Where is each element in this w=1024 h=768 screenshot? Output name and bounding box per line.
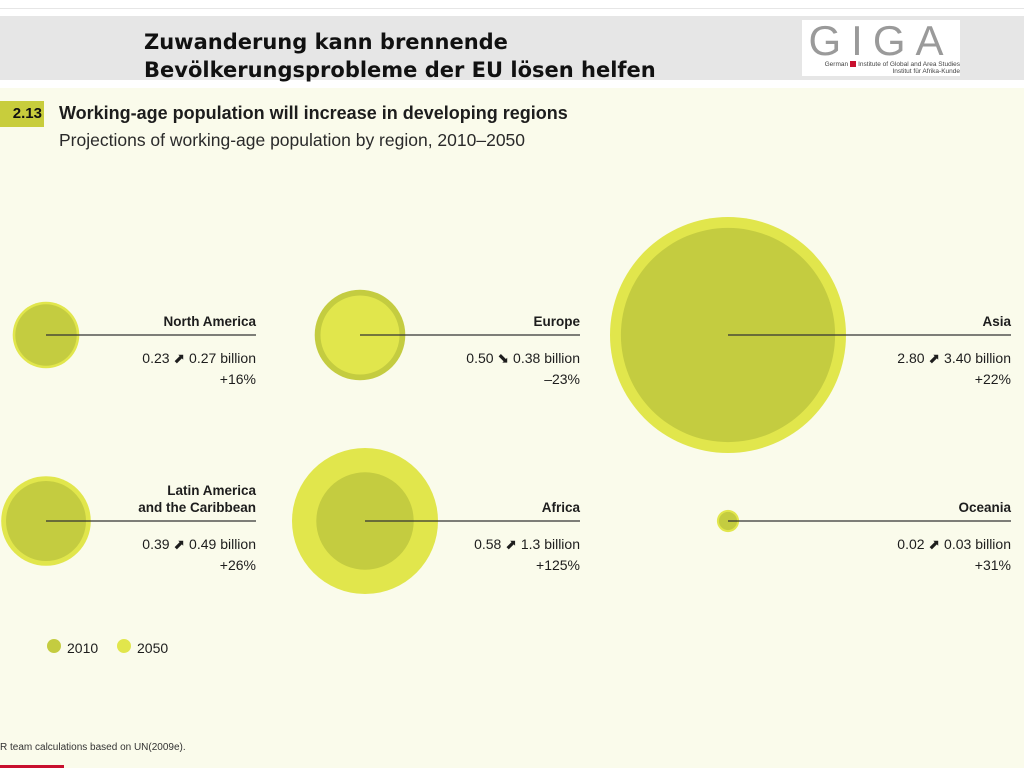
figure-panel: 2.13 Working-age population will increas… <box>0 88 1024 768</box>
logo-line-2: Institut für Afrika-Kunde <box>892 68 960 75</box>
slide-title: Zuwanderung kann brennende Bevölkerungsp… <box>144 28 656 84</box>
oceania-value-label: 0.02 ⬈ 0.03 billion <box>897 536 1011 552</box>
figure-number-badge: 2.13 <box>0 101 44 127</box>
region-north-america: North America 0.23 ⬈ 0.27 billion +16% <box>12 301 256 387</box>
region-oceania: Oceania 0.02 ⬈ 0.03 billion +31% <box>716 500 1011 573</box>
logo-line-1: German Institute of Global and Area Studi… <box>806 61 960 69</box>
oceania-label: Oceania <box>958 500 1011 515</box>
north-america-change-label: +16% <box>220 371 256 387</box>
north-america-value-label: 0.23 ⬈ 0.27 billion <box>142 350 256 366</box>
asia-label: Asia <box>982 314 1011 329</box>
asia-value-label: 2.80 ⬈ 3.40 billion <box>897 350 1011 366</box>
logo-wordmark: GIGA <box>808 17 954 64</box>
africa-label: Africa <box>542 500 581 515</box>
slide-title-line-2: Bevölkerungsprobleme der EU lösen helfen <box>144 58 656 82</box>
latin-america-and-the-caribbean-label: and the Caribbean <box>138 500 256 515</box>
region-asia: Asia 2.80 ⬈ 3.40 billion +22% <box>610 217 1011 453</box>
africa-change-label: +125% <box>536 557 580 573</box>
latin-america-and-the-caribbean-change-label: +26% <box>220 557 256 573</box>
europe-change-label: –23% <box>544 371 580 387</box>
latin-america-and-the-caribbean-value-label: 0.39 ⬈ 0.49 billion <box>142 536 256 552</box>
source-note: R team calculations based on UN(2009e). <box>0 742 186 753</box>
slide-title-line-1: Zuwanderung kann brennende <box>144 30 508 54</box>
giga-logo: GIGA German Institute of Global and Area … <box>802 20 960 76</box>
region-europe: Europe 0.50 ⬊ 0.38 billion –23% <box>314 289 580 387</box>
region-africa: Africa 0.58 ⬈ 1.3 billion +125% <box>292 448 580 594</box>
chart-legend: 2010 2050 <box>47 639 168 656</box>
legend-label-2050: 2050 <box>137 640 168 656</box>
oceania-change-label: +31% <box>975 557 1011 573</box>
latin-america-and-the-caribbean-label: Latin America <box>167 483 256 498</box>
footer-red-accent <box>0 765 64 768</box>
north-america-label: North America <box>163 314 256 329</box>
logo-line-1-left: German <box>824 61 849 68</box>
africa-value-label: 0.58 ⬈ 1.3 billion <box>474 536 580 552</box>
europe-value-label: 0.50 ⬊ 0.38 billion <box>466 350 580 366</box>
asia-change-label: +22% <box>975 371 1011 387</box>
region-latin-america-and-the-caribbean: Latin America and the Caribbean 0.39 ⬈ 0.4… <box>1 476 256 573</box>
top-strip <box>0 0 1024 9</box>
chart-subtitle: Projections of working-age population by… <box>59 130 526 150</box>
legend-swatch-2050 <box>117 639 131 653</box>
logo-red-square-icon <box>850 61 857 67</box>
legend-swatch-2010 <box>47 639 61 653</box>
legend-label-2010: 2010 <box>67 640 98 656</box>
chart-title: Working-age population will increase in … <box>59 103 568 123</box>
europe-label: Europe <box>533 314 580 329</box>
bubble-chart: North America 0.23 ⬈ 0.27 billion +16% Euro… <box>1 217 1011 656</box>
logo-line-1-right: Institute of Global and Area Studies <box>858 61 960 68</box>
